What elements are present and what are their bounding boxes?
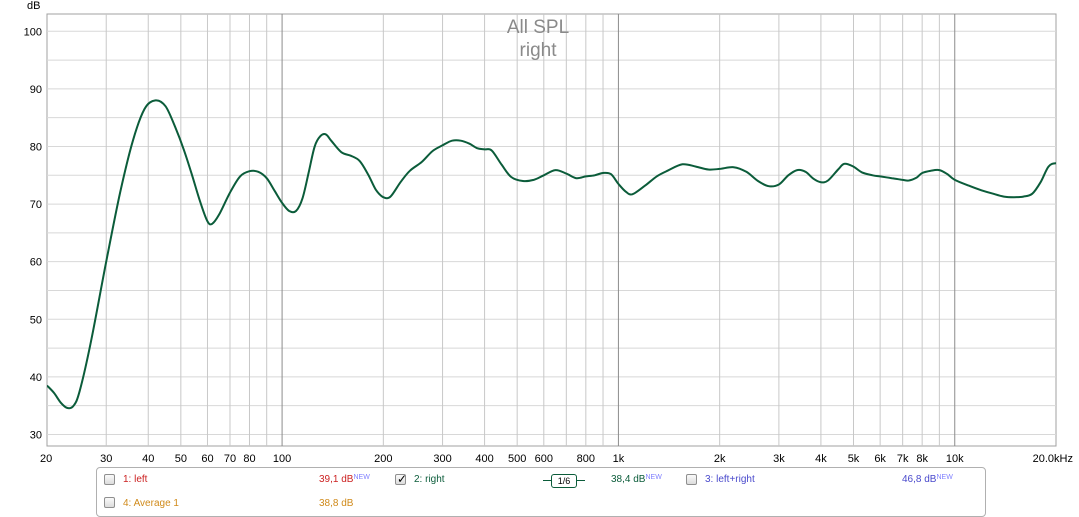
legend-label-average: 4: Average 1 [123,498,179,509]
y-tick-label: 40 [30,372,42,384]
series-layer [47,99,1056,410]
plot-area [46,13,1057,447]
x-tick-label: 40 [142,453,154,462]
y-tick-label: 80 [30,141,42,153]
x-tick-label: 20,0kHz [1033,453,1073,462]
x-ticks: 20 30 40 50 60 70 80 100 200 300 400 500 600 800 1k 2k 3… [40,453,1073,462]
x-tick-label: 20 [40,453,52,462]
x-tick-label: 3k [773,453,785,462]
checkbox-left-plus-right[interactable] [686,474,697,485]
x-tick-label: 8k [916,453,928,462]
y-tick-label: 50 [30,314,42,326]
chart-subtitle: right [520,40,558,61]
checkbox-left[interactable] [104,474,115,485]
y-tick-label: 30 [30,429,42,441]
x-tick-label: 500 [508,453,526,462]
legend-value-left-plus-right-text: 46,8 dB [902,474,937,485]
chart: dB All SPL right 30 40 50 60 70 80 90 100 20 30 4… [24,0,1073,462]
chart-title: All SPL [507,17,569,38]
legend-label-left: 1: left [123,474,148,485]
x-tick-label: 70 [224,453,236,462]
legend-panel: 1: left 39,1 dBNEW ✓ 2: right 1/6 38,4 d… [96,467,986,517]
x-tick-label: 2k [714,453,726,462]
new-badge: NEW [645,474,662,481]
x-tick-label: 300 [433,453,451,462]
legend-value-average: 38,8 dB [319,498,354,509]
x-tick-label: 800 [577,453,595,462]
x-tick-label: 7k [897,453,909,462]
grid [47,14,1056,446]
y-axis-label: dB [27,0,40,12]
x-tick-label: 30 [100,453,112,462]
y-tick-label: 90 [30,84,42,96]
legend-value-left: 39,1 dBNEW [319,474,370,486]
legend-value-left-text: 39,1 dB [319,474,354,485]
x-tick-label: 600 [535,453,553,462]
x-tick-label: 100 [273,453,291,462]
x-tick-label: 400 [475,453,493,462]
x-tick-label: 50 [175,453,187,462]
legend-value-right-text: 38,4 dB [611,474,646,485]
new-badge: NEW [353,474,370,481]
series-line-right [47,99,1056,410]
x-tick-label: 80 [243,453,255,462]
y-tick-label: 60 [30,257,42,269]
legend-value-right: 38,4 dBNEW [611,474,662,486]
check-mark-icon: ✓ [397,472,408,486]
legend-label-right: 2: right [414,474,445,485]
legend-label-left-plus-right: 3: left+right [705,474,755,485]
x-tick-label: 6k [874,453,886,462]
y-tick-label: 100 [24,26,42,38]
y-tick-label: 70 [30,199,42,211]
y-ticks: 30 40 50 60 70 80 90 100 [24,26,42,441]
x-tick-label: 1k [613,453,625,462]
checkbox-right[interactable]: ✓ [395,472,408,486]
x-tick-label: 4k [815,453,827,462]
x-tick-label: 200 [374,453,392,462]
x-tick-label: 10k [946,453,964,462]
x-tick-label: 60 [201,453,213,462]
new-badge: NEW [936,474,953,481]
legend-value-left-plus-right: 46,8 dBNEW [902,474,953,486]
x-tick-label: 5k [848,453,860,462]
smoothing-button[interactable]: 1/6 [543,474,585,488]
checkbox-average[interactable] [104,497,115,508]
